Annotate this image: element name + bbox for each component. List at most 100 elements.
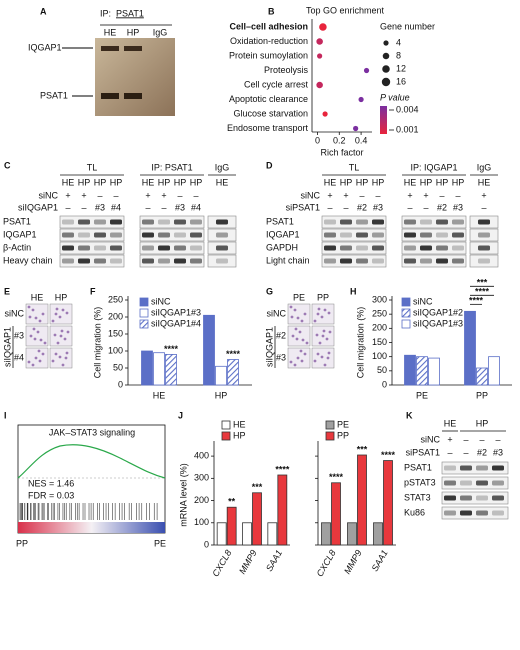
- y-axis-label: Cell migration (%): [92, 307, 102, 379]
- legend-dot: [381, 77, 391, 87]
- blot-band: [216, 258, 228, 264]
- axis-end-label: PE: [154, 538, 166, 548]
- legend-label: 8: [396, 50, 401, 60]
- condition-mark: +: [447, 434, 452, 444]
- ip-label: IP:: [100, 8, 111, 18]
- lane-label: HP: [78, 177, 91, 187]
- cell: [51, 359, 55, 363]
- legend-swatch: [221, 431, 231, 441]
- blot-box: [59, 241, 125, 255]
- blot-band: [436, 258, 448, 264]
- legend-label: 4: [396, 37, 401, 47]
- stat-label: NES = 1.46: [28, 478, 74, 488]
- blot-band: [324, 258, 336, 264]
- blot-band: [460, 480, 472, 486]
- x-axis-label: Rich factor: [320, 147, 363, 157]
- cell: [316, 312, 320, 316]
- group-label: siIQGAP1: [2, 327, 12, 367]
- point: [353, 125, 359, 132]
- group-label: IP: PSAT1: [151, 162, 192, 172]
- blot-band: [110, 245, 122, 251]
- condition-label: siPSAT1: [406, 447, 440, 457]
- lane-label: HP: [174, 177, 187, 187]
- blot-band: [174, 258, 186, 264]
- cell: [27, 305, 31, 309]
- gel-band: [101, 93, 119, 99]
- column-label: HP: [55, 292, 68, 302]
- cell: [55, 307, 59, 311]
- legend-label: siIQGAP1#3: [413, 318, 463, 328]
- condition-mark: –: [177, 190, 182, 200]
- significance: ****: [469, 296, 484, 306]
- bar: [203, 314, 215, 386]
- micrograph: [287, 325, 311, 347]
- row-label: #2: [276, 330, 286, 340]
- legend-swatch: [401, 308, 411, 318]
- category-label: Proteolysis: [264, 65, 309, 75]
- micrograph: [49, 303, 73, 325]
- blot-band: [324, 219, 336, 225]
- blot-box: [207, 228, 237, 242]
- x-tick-label: 0.2: [333, 135, 346, 145]
- panel-letter: F: [90, 286, 96, 296]
- blot-band: [492, 480, 504, 486]
- y-tick-label: 100: [194, 517, 209, 527]
- cell: [328, 330, 332, 334]
- cell: [289, 305, 293, 309]
- cell: [28, 315, 32, 319]
- bar: [252, 492, 262, 546]
- x-tick-label: SAA1: [370, 548, 390, 573]
- blot-band: [158, 245, 170, 251]
- legend-dot: [382, 52, 390, 60]
- category-label: Apoptotic clearance: [229, 94, 308, 104]
- cell: [58, 355, 62, 359]
- significance: ****: [164, 344, 179, 354]
- significance: ***: [252, 482, 263, 492]
- row-label: siNC: [5, 308, 25, 318]
- bar: [216, 522, 227, 546]
- blot-band: [324, 232, 336, 238]
- cell: [27, 360, 31, 364]
- condition-mark: –: [463, 447, 468, 457]
- condition-mark: –: [97, 190, 102, 200]
- cell: [36, 330, 40, 334]
- band-label: Heavy chain: [3, 255, 53, 265]
- y-tick-label: 100: [108, 345, 123, 355]
- blot-band: [452, 245, 464, 251]
- blot-band: [404, 245, 416, 251]
- condition-label: siNC: [39, 190, 59, 200]
- blot-band: [356, 232, 368, 238]
- cell: [300, 319, 304, 323]
- y-tick-label: 0: [204, 539, 209, 549]
- bar: [331, 482, 341, 546]
- category-label: Cell cycle arrest: [244, 79, 309, 89]
- blot-band: [62, 258, 74, 264]
- condition-mark: –: [65, 202, 70, 212]
- bar: [347, 522, 357, 546]
- cell: [43, 341, 47, 345]
- panel-letter: C: [4, 160, 11, 170]
- blot-band: [110, 219, 122, 225]
- condition-mark: #3: [95, 202, 105, 212]
- x-tick-label: 0: [315, 135, 320, 145]
- blot-band: [340, 219, 352, 225]
- cell: [53, 333, 57, 337]
- condition-mark: +: [145, 190, 150, 200]
- x-tick-label: CXCL8: [315, 548, 338, 578]
- significance: **: [228, 497, 236, 507]
- band-label: IQGAP1: [266, 229, 300, 239]
- y-tick-label: 250: [372, 309, 387, 319]
- lane-label: HP: [356, 177, 369, 187]
- blot-box: [401, 215, 467, 229]
- blot-band: [216, 219, 228, 225]
- cell: [315, 333, 319, 337]
- panel-letter: E: [4, 286, 10, 296]
- blot-band: [142, 245, 154, 251]
- band-label: pSTAT3: [404, 477, 436, 487]
- point: [363, 67, 370, 74]
- legend-swatch: [401, 319, 411, 329]
- y-axis-label: Cell migration (%): [355, 307, 365, 379]
- blot-band: [94, 219, 106, 225]
- legend-title: Gene number: [380, 21, 435, 31]
